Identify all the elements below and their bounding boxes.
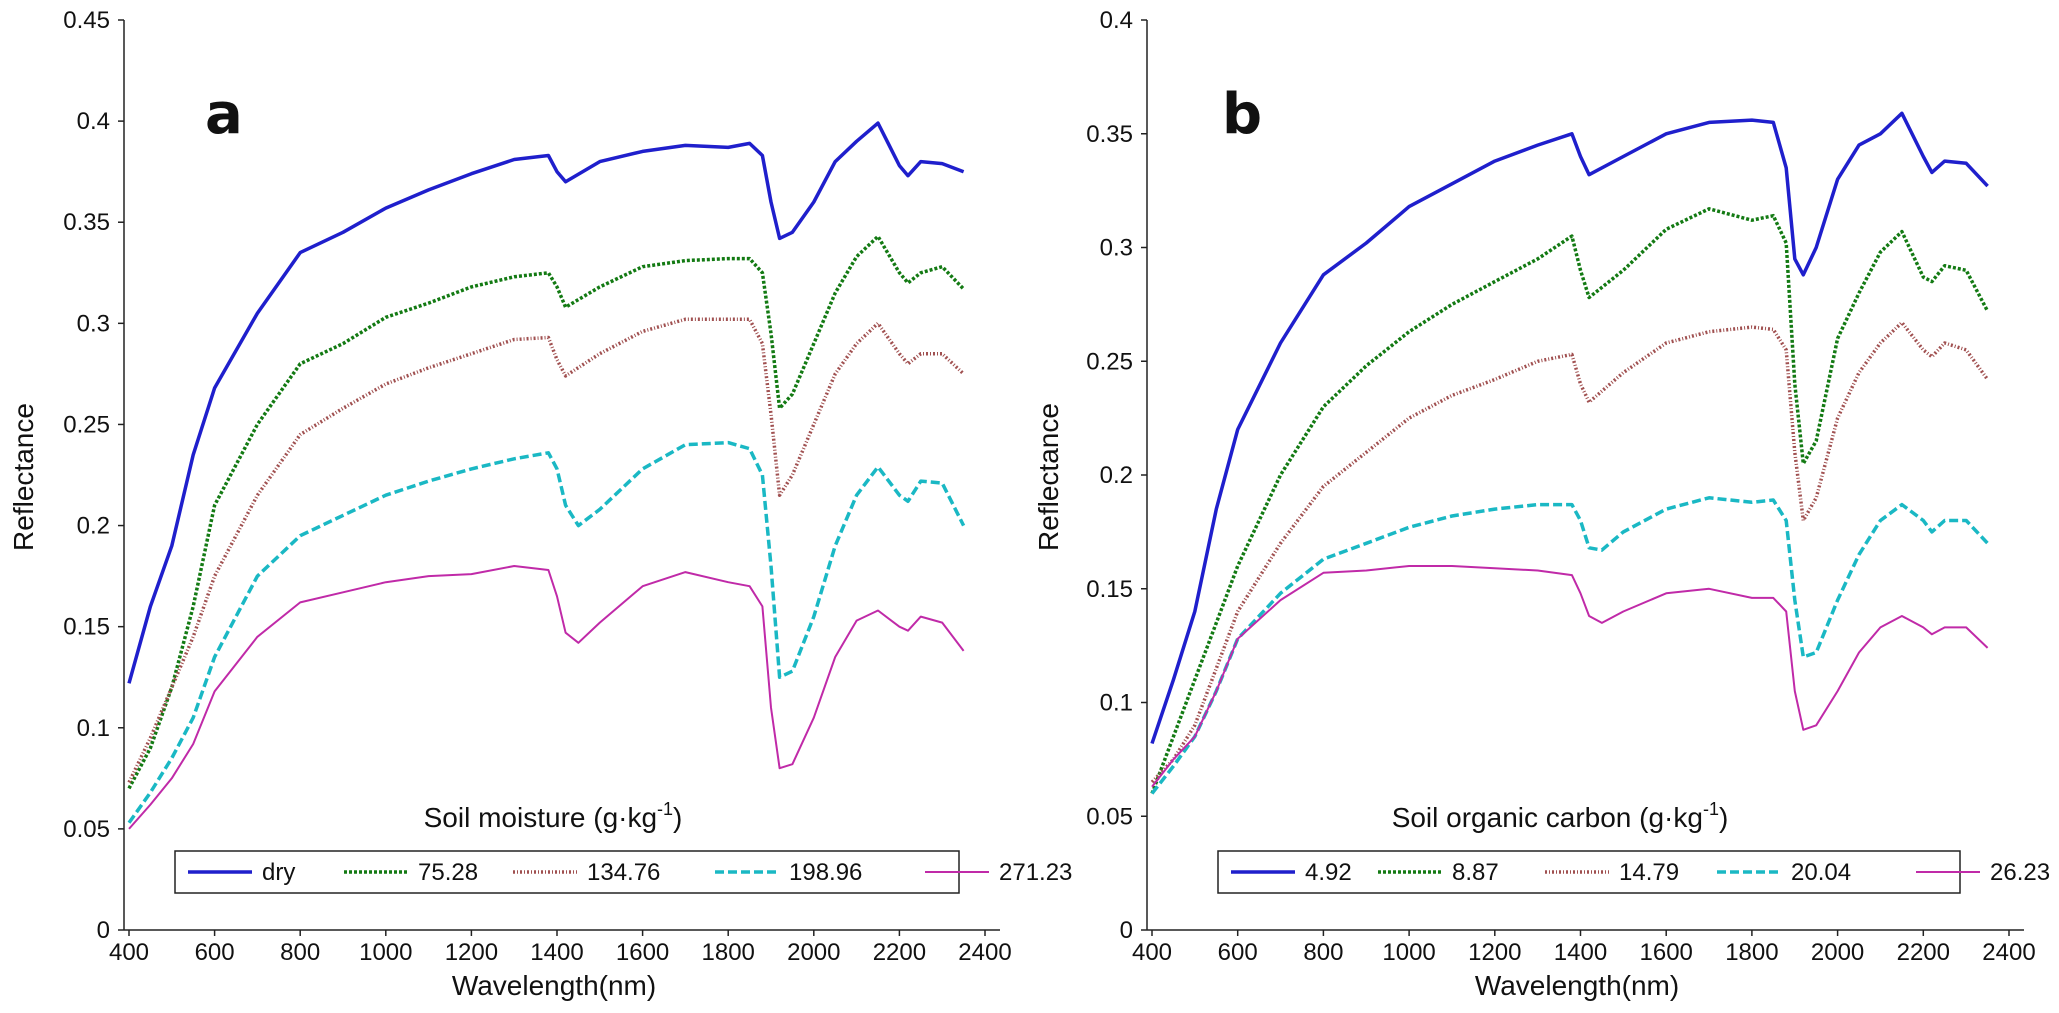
y-tick-label: 0.3 (1100, 235, 1133, 262)
y-tick-label: 0 (97, 917, 110, 944)
legend-label: dry (262, 859, 295, 886)
y-tick-label: 0.15 (63, 614, 110, 641)
legend-label: 271.23 (999, 859, 1072, 886)
y-tick-label: 0.1 (77, 715, 110, 742)
x-tick-label: 2400 (1982, 939, 2035, 966)
y-tick-label: 0 (1120, 917, 1133, 944)
y-tick-label: 0.4 (77, 108, 110, 135)
series-line-20.04 (1150, 496, 1989, 795)
panel-label: b (1222, 82, 1262, 147)
y-tick-label: 0.3 (77, 310, 110, 337)
x-tick-label: 1600 (616, 939, 669, 966)
x-tick-label: 2200 (873, 939, 926, 966)
y-ticks: 0 0.05 0.1 0.15 0.2 0.25 0.3 0.35 0.4 0.45 (63, 7, 124, 944)
series-line-4.92 (1150, 111, 1989, 745)
y-tick-label: 0.25 (63, 411, 110, 438)
series-line-26.23 (1151, 565, 1989, 788)
legend-title: Soil moisture (g·kg-1) (424, 799, 683, 833)
x-tick-label: 1400 (1554, 939, 1607, 966)
y-tick-label: 0.35 (1086, 121, 1133, 148)
x-tick-label: 1000 (1382, 939, 1435, 966)
y-tick-label: 0.05 (1086, 803, 1133, 830)
legend: dry 75.28 134.76 198.96 271.23 (174, 850, 1072, 894)
legend: 4.92 8.87 14.79 20.04 26.23 (1217, 850, 2050, 894)
x-tick-label: 2400 (958, 939, 1011, 966)
series-lines (1150, 111, 1990, 795)
x-tick-label: 1000 (359, 939, 412, 966)
x-axis-label: Wavelength(nm) (1475, 970, 1679, 1001)
legend-label: 8.87 (1452, 859, 1499, 886)
legend-label: 20.04 (1791, 859, 1851, 886)
x-tick-label: 2000 (787, 939, 840, 966)
x-tick-label: 600 (1218, 939, 1258, 966)
y-tick-label: 0.2 (77, 513, 110, 540)
chart-panel-a: 0 0.05 0.1 0.15 0.2 0.25 0.3 0.35 0.4 0.45 400 600… (8, 7, 1072, 1001)
series-line-271.23 (128, 565, 965, 830)
y-tick-label: 0.2 (1100, 462, 1133, 489)
x-tick-label: 1200 (1468, 939, 1521, 966)
x-tick-label: 1800 (702, 939, 755, 966)
x-tick-label: 400 (1132, 939, 1172, 966)
legend-label: 14.79 (1619, 859, 1679, 886)
x-tick-label: 2000 (1811, 939, 1864, 966)
x-axis-label: Wavelength(nm) (452, 970, 656, 1001)
y-tick-label: 0.45 (63, 7, 110, 34)
series-line-198.96 (127, 440, 966, 824)
legend-label: 75.28 (418, 859, 478, 886)
legend-label: 198.96 (789, 859, 862, 886)
chart-panel-b: 0 0.05 0.1 0.15 0.2 0.25 0.3 0.35 0.4 400 600 800 1… (1033, 7, 2050, 1001)
x-tick-label: 600 (195, 939, 235, 966)
x-ticks: 400 600 800 1000 1200 1400 1600 1800 2000 2200 240… (109, 930, 1012, 966)
legend-label: 4.92 (1305, 859, 1352, 886)
series-line-14.79 (1150, 320, 1990, 784)
x-tick-label: 800 (1303, 939, 1343, 966)
y-axis-label: Reflectance (8, 403, 39, 551)
y-ticks: 0 0.05 0.1 0.15 0.2 0.25 0.3 0.35 0.4 (1086, 7, 1147, 944)
y-tick-label: 0.05 (63, 816, 110, 843)
x-tick-label: 1200 (445, 939, 498, 966)
y-tick-label: 0.1 (1100, 690, 1133, 717)
y-tick-label: 0.35 (63, 209, 110, 236)
x-tick-label: 800 (280, 939, 320, 966)
x-tick-label: 1400 (530, 939, 583, 966)
panel-label: a (205, 82, 243, 147)
x-ticks: 400 600 800 1000 1200 1400 1600 1800 2000 2200 240… (1132, 930, 2036, 966)
legend-label: 26.23 (1990, 859, 2050, 886)
y-tick-label: 0.4 (1100, 7, 1133, 34)
x-tick-label: 1800 (1725, 939, 1778, 966)
series-line-75.28 (127, 234, 965, 790)
series-line-8.87 (1150, 207, 1990, 795)
y-tick-label: 0.15 (1086, 576, 1133, 603)
series-lines (127, 121, 966, 830)
legend-label: 134.76 (587, 859, 660, 886)
legend-title: Soil organic carbon (g·kg-1) (1392, 799, 1729, 833)
y-axis-label: Reflectance (1033, 403, 1064, 551)
y-tick-label: 0.25 (1086, 348, 1133, 375)
series-line-dry (127, 121, 965, 684)
x-tick-label: 400 (109, 939, 149, 966)
x-tick-label: 2200 (1897, 939, 1950, 966)
x-tick-label: 1600 (1640, 939, 1693, 966)
